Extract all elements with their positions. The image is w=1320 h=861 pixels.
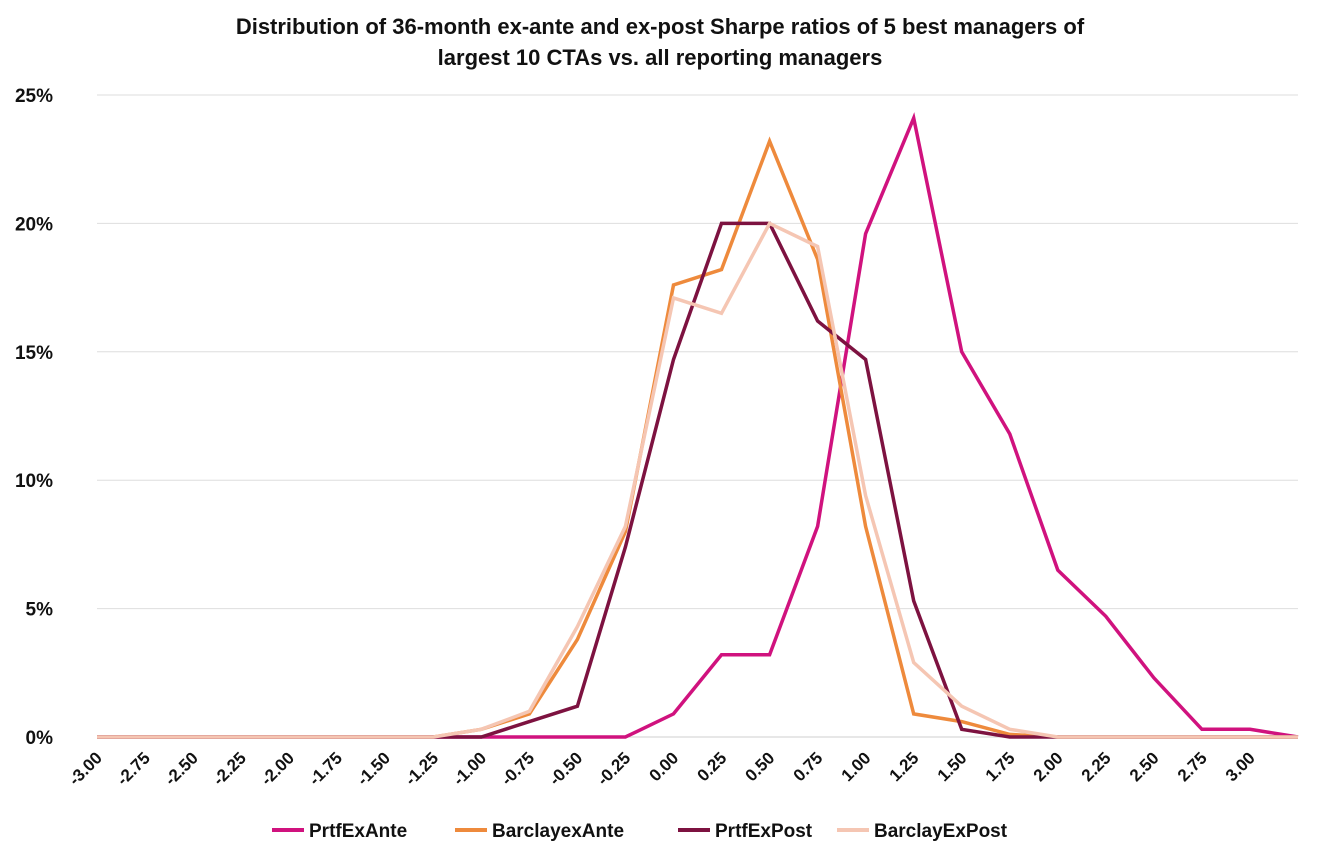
legend-label-prtfexante: PrtfExAnte bbox=[309, 821, 407, 842]
x-tick-label: 0.75 bbox=[790, 748, 827, 785]
series-lines bbox=[97, 112, 1299, 739]
x-tick-label: -0.75 bbox=[497, 748, 538, 789]
chart-title-line-1: Distribution of 36-month ex-ante and ex-… bbox=[235, 14, 1085, 39]
gridlines bbox=[97, 94, 1298, 738]
x-tick-label: -0.50 bbox=[545, 748, 586, 789]
y-tick-label: 20% bbox=[15, 214, 53, 235]
y-tick-label: 15% bbox=[15, 343, 53, 364]
y-tick-label: 25% bbox=[15, 86, 53, 107]
x-tick-label: 2.00 bbox=[1030, 748, 1067, 785]
x-tick-label: 0.00 bbox=[645, 748, 682, 785]
x-tick-label: 1.50 bbox=[934, 748, 971, 785]
x-tick-label: 0.25 bbox=[694, 748, 731, 785]
x-tick-label: -2.25 bbox=[209, 748, 250, 789]
series-line-barclayexante bbox=[97, 136, 1298, 739]
x-tick-label: 0.50 bbox=[742, 748, 779, 785]
legend-label-prtfexpost: PrtfExPost bbox=[715, 821, 813, 842]
x-tick-label: 2.50 bbox=[1126, 748, 1163, 785]
legend-label-barclayexpost: BarclayExPost bbox=[874, 821, 1008, 842]
legend-label-barclayexante: BarclayexAnte bbox=[492, 821, 624, 842]
x-tick-label: -3.00 bbox=[65, 748, 106, 789]
x-tick-label: 1.25 bbox=[886, 748, 923, 785]
series-line-prtfexante bbox=[97, 112, 1299, 739]
x-tick-label: -1.75 bbox=[305, 748, 346, 789]
x-tick-label: -2.50 bbox=[161, 748, 202, 789]
x-tick-label: 1.00 bbox=[838, 748, 875, 785]
x-tick-label: 2.25 bbox=[1078, 748, 1115, 785]
y-tick-label: 5% bbox=[26, 600, 54, 621]
x-tick-label: 3.00 bbox=[1222, 748, 1259, 785]
series-line-barclayexpost bbox=[97, 221, 1298, 739]
x-tick-label: 1.75 bbox=[982, 748, 1019, 785]
y-tick-label: 10% bbox=[15, 471, 53, 492]
x-tick-label: -0.25 bbox=[593, 748, 634, 789]
x-tick-label: -2.75 bbox=[113, 748, 154, 789]
x-tick-label: -2.00 bbox=[257, 748, 298, 789]
x-tick-label: -1.50 bbox=[353, 748, 394, 789]
x-tick-label: 2.75 bbox=[1174, 748, 1211, 785]
legend: PrtfExAnte BarclayexAnte PrtfExPost Barclay… bbox=[272, 821, 1008, 842]
x-axis-tick-labels: -3.00 -2.75 -2.50 -2.25 -2.00 -1.75 -1.50 -1.25… bbox=[65, 748, 1259, 789]
chart-title-line-2: largest 10 CTAs vs. all reporting manage… bbox=[437, 45, 883, 70]
y-axis-tick-labels: 0% 5% 10% 15% 20% 25% bbox=[15, 86, 53, 749]
y-tick-label: 0% bbox=[26, 728, 54, 749]
x-tick-label: -1.25 bbox=[401, 748, 442, 789]
x-tick-label: -1.00 bbox=[449, 748, 490, 789]
